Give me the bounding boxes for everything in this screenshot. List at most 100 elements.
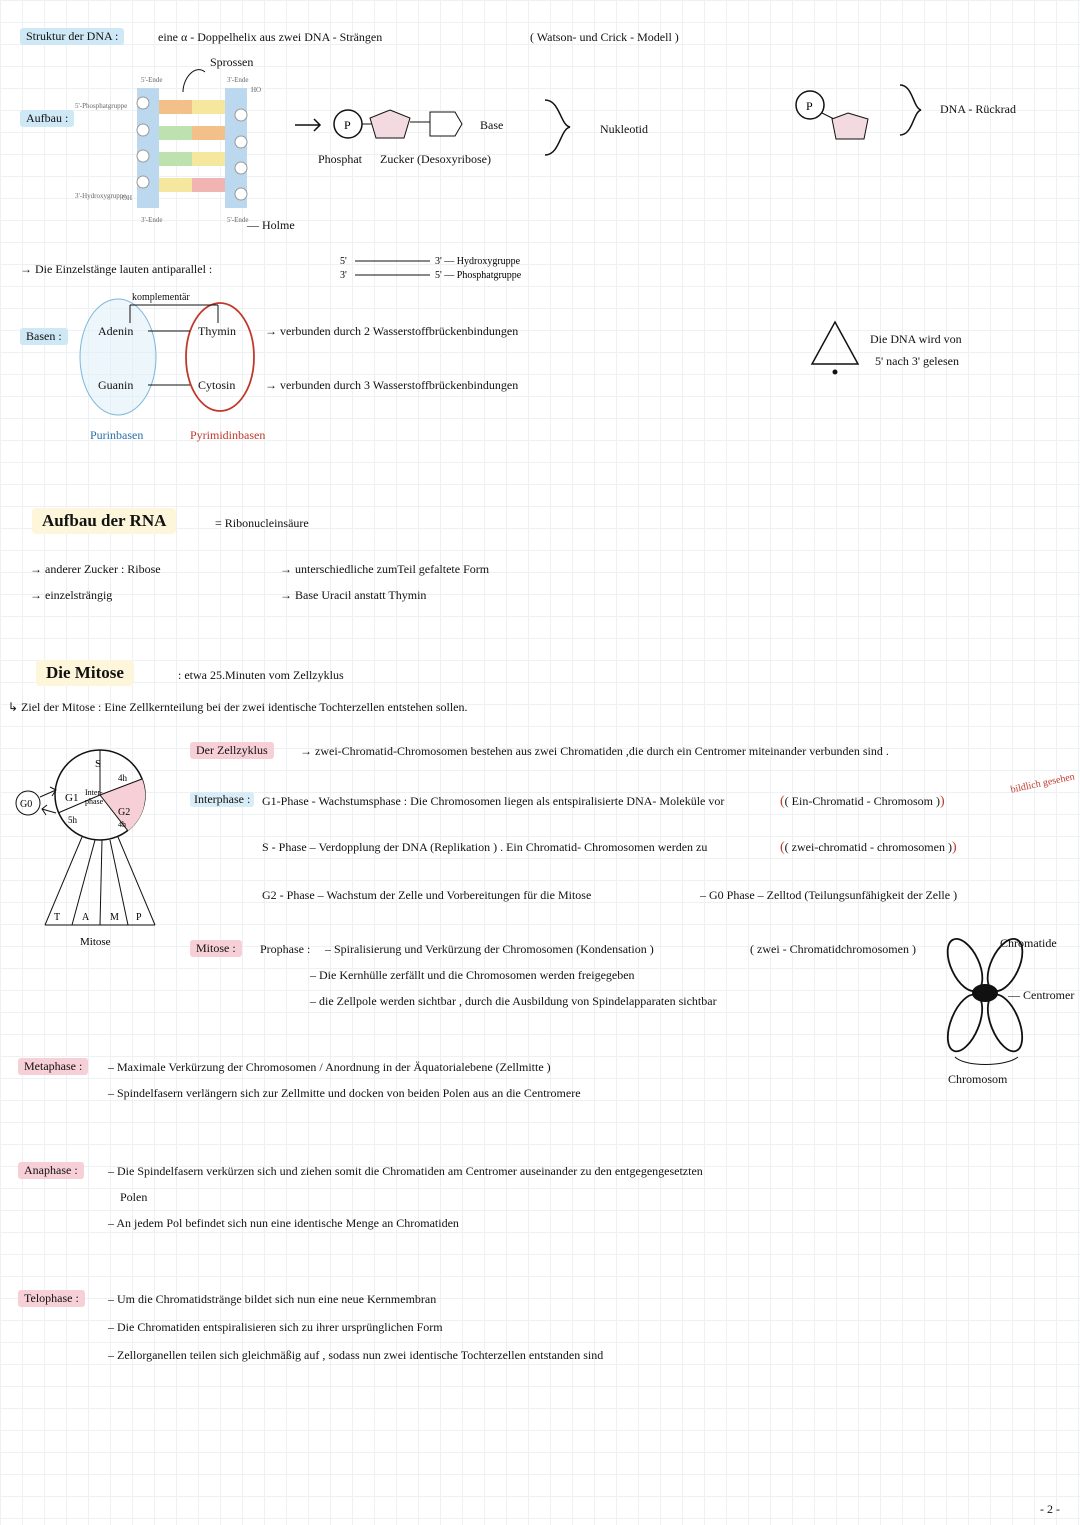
svg-text:phase: phase (85, 797, 104, 806)
telophase-title: Telophase : (18, 1290, 85, 1307)
antiparallel-text: → Die Einzelstänge lauten antiparallel : (20, 262, 212, 277)
note-line2: 5' nach 3' gelesen (875, 354, 959, 369)
cytosin-label: Cytosin (198, 378, 235, 393)
svg-text:Inter-: Inter- (85, 788, 103, 797)
prophase-3: – die Zellpole werden sichtbar , durch d… (310, 994, 717, 1009)
svg-text:G0: G0 (20, 799, 32, 810)
svg-text:P: P (136, 912, 142, 923)
metaphase-1: – Maximale Verkürzung der Chromosomen / … (108, 1060, 551, 1075)
svg-text:P: P (344, 118, 351, 132)
svg-text:5h: 5h (68, 815, 78, 825)
note-triangle-icon (810, 320, 860, 375)
thymin-label: Thymin (198, 324, 236, 339)
prophase-1b: ( zwei - Chromatidchromosomen ) (750, 942, 916, 957)
nukleotid-diagram: P (290, 100, 550, 180)
prophase-title: Prophase : (260, 942, 310, 957)
holme-label: — Holme (247, 218, 295, 233)
svg-text:4h: 4h (118, 820, 126, 829)
svg-text:Mitose: Mitose (80, 936, 111, 948)
anaphase-title: Anaphase : (18, 1162, 84, 1179)
bildlich-label: bildlich gesehen (1010, 771, 1076, 795)
adenin-label: Adenin (98, 324, 133, 339)
gc-bond: → verbunden durch 3 Wasserstoffbrückenbi… (265, 378, 518, 393)
svg-text:A: A (82, 912, 90, 923)
g2-text: G2 - Phase – Wachstum der Zelle und Vorb… (262, 888, 591, 903)
rna-title: Aufbau der RNA (32, 508, 176, 534)
chromosom-label: Chromosom (948, 1072, 1007, 1087)
chromosome-diagram (920, 935, 1060, 1075)
svg-text:5' — Phosphatgruppe: 5' — Phosphatgruppe (435, 270, 522, 281)
svg-text:4h: 4h (118, 773, 128, 783)
guanin-label: Guanin (98, 378, 133, 393)
rna-l1: → anderer Zucker : Ribose (30, 562, 161, 577)
prophase-2: – Die Kernhülle zerfällt und die Chromos… (310, 968, 635, 983)
svg-text:M: M (110, 912, 119, 923)
dna-struktur-desc: eine α - Doppelhelix aus zwei DNA - Strä… (158, 30, 382, 45)
mitose-phase-title: Mitose : (190, 940, 242, 957)
svg-text:G1: G1 (65, 792, 78, 804)
mitose-ziel: ↳ Ziel der Mitose : Eine Zellkernteilung… (8, 700, 468, 715)
telophase-3: – Zellorganellen teilen sich gleichmäßig… (108, 1348, 603, 1363)
ruckrad-diagram: P (790, 85, 910, 145)
basen-diagram (70, 295, 310, 435)
telophase-2: – Die Chromatiden entspiralisieren sich … (108, 1320, 443, 1335)
g0-text: – G0 Phase – Zelltod (Teilungsunfähigkei… (700, 888, 957, 903)
anaphase-2: – An jedem Pol befindet sich nun eine id… (108, 1216, 459, 1231)
zellzyklus-title: Der Zellzyklus (190, 742, 274, 759)
anaphase-1b: Polen (120, 1190, 147, 1205)
svg-text:3'-Hydroxygruppe: 3'-Hydroxygruppe (75, 192, 126, 200)
s-paren: (( zwei-chromatid - chromosomen )) (780, 840, 957, 856)
rna-r1: → unterschiedliche zumTeil gefaltete For… (280, 562, 489, 577)
centromer-label: — Centromer (1022, 988, 1074, 1003)
svg-text:3' — Hydroxygruppe: 3' — Hydroxygruppe (435, 256, 521, 267)
dna-ladder-diagram: 5'-Ende 3'-Ende 3'-Ende 5'-Ende 5'-Phosp… (75, 70, 285, 230)
svg-text:5'-Phosphatgruppe: 5'-Phosphatgruppe (75, 102, 127, 110)
at-bond: → verbunden durch 2 Wasserstoffbrückenbi… (265, 324, 518, 339)
nukleotid-label: Nukleotid (600, 122, 648, 137)
svg-text:5'-Ende: 5'-Ende (227, 216, 248, 224)
ruckrad-label: DNA - Rückrad (940, 102, 1016, 117)
zellzyklus-desc: → zwei-Chromatid-Chromosomen bestehen au… (300, 744, 889, 759)
aufbau-title: Aufbau : (20, 110, 74, 127)
antiparallel-lines: 5' 3' — Hydroxygruppe 3' 5' — Phosphatgrup… (340, 254, 520, 282)
cell-cycle-diagram: S 4h G1 5h G2 4h Inter- phase G0 T A M P… (10, 735, 180, 965)
svg-text:3': 3' (340, 270, 347, 281)
interphase-title: Interphase : (190, 792, 254, 807)
base-label: Base (480, 118, 503, 133)
prophase-1: – Spiralisierung und Verkürzung der Chro… (325, 942, 654, 957)
zucker-label: Zucker (Desoxyribose) (380, 152, 491, 167)
rna-l2: → einzelsträngig (30, 588, 112, 603)
g1-paren: (( Ein-Chromatid - Chromosom )) (780, 794, 945, 810)
rna-sub: = Ribonucleinsäure (215, 516, 309, 531)
svg-text:OH: OH (122, 194, 132, 202)
basen-title: Basen : (20, 328, 68, 345)
mitose-title: Die Mitose (36, 660, 134, 686)
dna-model: ( Watson- und Crick - Modell ) (530, 30, 679, 45)
svg-text:3'-Ende: 3'-Ende (141, 216, 162, 224)
metaphase-2: – Spindelfasern verlängern sich zur Zell… (108, 1086, 581, 1101)
phosphat-label: Phosphat (318, 152, 362, 167)
svg-text:P: P (806, 99, 813, 113)
metaphase-title: Metaphase : (18, 1058, 88, 1075)
purinbasen-label: Purinbasen (90, 428, 143, 443)
svg-text:S: S (95, 758, 101, 770)
ruckrad-brace (895, 80, 935, 145)
pyrimidinbasen-label: Pyrimidinbasen (190, 428, 265, 443)
anaphase-1: – Die Spindelfasern verkürzen sich und z… (108, 1164, 703, 1179)
rna-r2: → Base Uracil anstatt Thymin (280, 588, 426, 603)
sprossen-label: Sprossen (210, 55, 253, 70)
s-text: S - Phase – Verdopplung der DNA (Replika… (262, 840, 707, 855)
chromatide-label: Chromatide (1000, 936, 1057, 951)
g1-text: G1-Phase - Wachstumsphase : Die Chromoso… (262, 794, 724, 809)
svg-text:G2: G2 (118, 807, 130, 818)
svg-text:3'-Ende: 3'-Ende (227, 76, 248, 84)
telophase-1: – Um die Chromatidstränge bildet sich nu… (108, 1292, 436, 1307)
page-number: - 2 - (1040, 1502, 1060, 1517)
note-line1: Die DNA wird von (870, 332, 962, 347)
svg-text:HO: HO (251, 86, 261, 94)
svg-text:5': 5' (340, 256, 347, 267)
mitose-sub: : etwa 25.Minuten vom Zellzyklus (178, 668, 344, 683)
dna-struktur-title: Struktur der DNA : (20, 28, 124, 45)
svg-text:5'-Ende: 5'-Ende (141, 76, 162, 84)
svg-text:T: T (54, 912, 60, 923)
